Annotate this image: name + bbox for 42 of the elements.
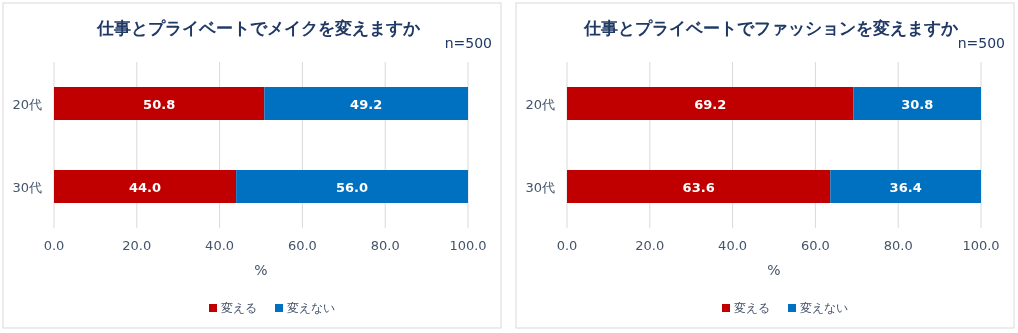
y-tick-label: 20代 bbox=[525, 96, 555, 112]
text: n=500 bbox=[957, 35, 1005, 51]
x-tick-label: 40.0 bbox=[718, 238, 748, 253]
x-tick-label: 100.0 bbox=[449, 238, 487, 253]
legend-label: 変える bbox=[221, 301, 257, 315]
data-label: 50.8 bbox=[143, 96, 176, 112]
y-tick-label: 30代 bbox=[12, 179, 42, 195]
bar bbox=[853, 87, 981, 120]
y-tick-label: 30代 bbox=[525, 179, 555, 195]
data-label: 49.2 bbox=[350, 96, 383, 112]
chart-title: 仕事とプライベートでファッションを変えますか bbox=[583, 18, 959, 38]
x-axis-title: % bbox=[767, 262, 781, 278]
data-label: 63.6 bbox=[682, 179, 715, 195]
legend-label: 変えない bbox=[800, 301, 848, 315]
x-tick-label: 20.0 bbox=[122, 238, 152, 253]
data-label: 36.4 bbox=[889, 179, 922, 195]
bar bbox=[264, 87, 468, 120]
chart-title: 仕事とプライベートでメイクを変えますか bbox=[95, 18, 421, 38]
bar bbox=[567, 170, 831, 203]
x-tick-label: 80.0 bbox=[370, 238, 400, 253]
bar bbox=[54, 170, 237, 203]
x-tick-label: 20.0 bbox=[635, 238, 665, 253]
y-tick-label: 20代 bbox=[12, 96, 42, 112]
x-tick-label: 80.0 bbox=[883, 238, 913, 253]
x-axis-title: % bbox=[254, 262, 268, 278]
data-label: 56.0 bbox=[336, 179, 369, 195]
legend-label: 変えない bbox=[287, 301, 335, 315]
x-tick-label: 0.0 bbox=[556, 238, 578, 253]
legend-label: 変える bbox=[734, 301, 770, 315]
bar bbox=[567, 87, 854, 120]
x-tick-label: 40.0 bbox=[205, 238, 235, 253]
x-tick-label: 60.0 bbox=[800, 238, 830, 253]
data-label: 30.8 bbox=[901, 96, 934, 112]
x-tick-label: 0.0 bbox=[43, 238, 65, 253]
bar bbox=[236, 170, 468, 203]
data-label: 44.0 bbox=[129, 179, 162, 195]
bar bbox=[54, 87, 265, 120]
bar bbox=[830, 170, 981, 203]
x-tick-label: 60.0 bbox=[287, 238, 317, 253]
text: n=500 bbox=[444, 35, 492, 51]
data-label: 69.2 bbox=[694, 96, 727, 112]
x-tick-label: 100.0 bbox=[962, 238, 1000, 253]
